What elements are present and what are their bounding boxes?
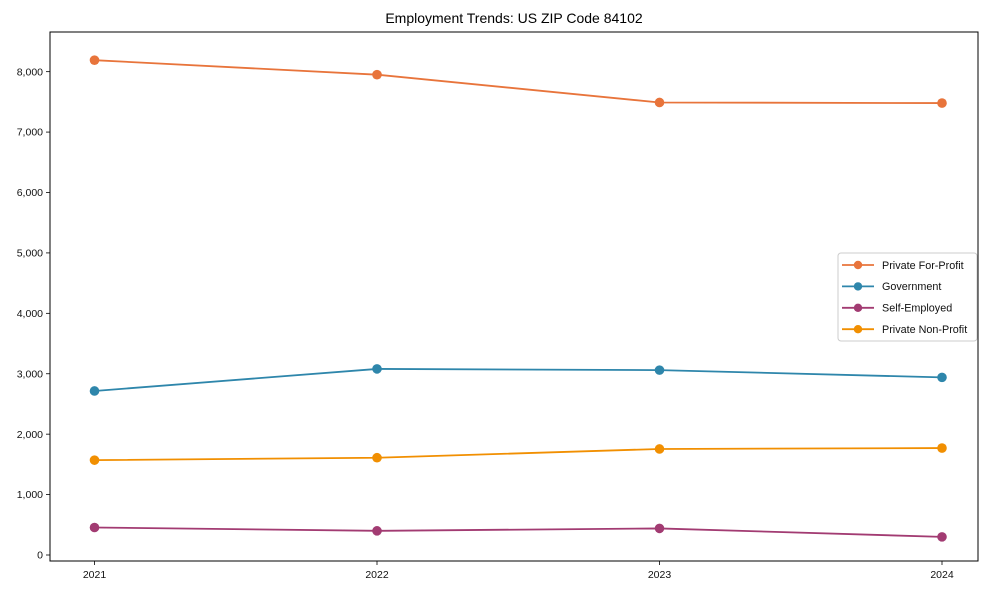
legend-item: Private Non-Profit xyxy=(842,324,967,336)
data-point xyxy=(654,365,665,375)
y-tick-label: 5,000 xyxy=(17,248,43,260)
x-tick-label: 2022 xyxy=(365,569,389,581)
legend: Private For-Profit Government Self-Employe… xyxy=(837,252,978,342)
plot-border xyxy=(49,31,979,562)
y-tick-label: 4,000 xyxy=(17,308,43,320)
legend-label: Government xyxy=(882,281,941,293)
y-tick-label: 6,000 xyxy=(17,187,43,199)
y-tick-label: 8,000 xyxy=(17,66,43,78)
legend-item: Private For-Profit xyxy=(842,260,964,272)
data-point xyxy=(654,97,665,108)
data-point xyxy=(372,452,382,463)
legend-marker xyxy=(853,260,863,270)
data-point xyxy=(372,364,382,374)
chart-title: Employment Trends: US ZIP Code 84102 xyxy=(385,10,643,26)
legend-item: Government xyxy=(842,281,941,293)
y-tick-label: 0 xyxy=(37,550,43,562)
data-point xyxy=(89,455,100,465)
x-tick-label: 2021 xyxy=(83,569,107,581)
data-point xyxy=(937,532,947,542)
legend-box xyxy=(837,252,978,342)
series-line-self-employed xyxy=(94,526,943,538)
legend-marker xyxy=(853,282,863,291)
series-line-private-non-profit xyxy=(94,447,943,462)
x-tick-label: 2024 xyxy=(930,569,954,581)
legend-marker xyxy=(853,303,863,312)
legend-label: Private For-Profit xyxy=(882,260,964,272)
data-point xyxy=(654,444,665,454)
y-tick-label: 3,000 xyxy=(17,368,43,380)
data-point xyxy=(937,98,947,108)
y-tick-label: 1,000 xyxy=(17,489,43,501)
data-point xyxy=(89,386,100,396)
y-tick-label: 7,000 xyxy=(17,127,43,139)
legend-label: Private Non-Profit xyxy=(882,324,967,336)
series-line-government xyxy=(94,368,943,392)
data-point xyxy=(372,526,382,536)
data-point xyxy=(372,69,382,80)
data-point xyxy=(937,372,947,383)
data-point xyxy=(937,443,947,453)
legend-label: Self-Employed xyxy=(882,303,952,315)
y-tick-label: 2,000 xyxy=(17,429,43,441)
legend-marker xyxy=(853,325,863,334)
data-point xyxy=(89,55,100,65)
legend-item: Self-Employed xyxy=(842,303,952,315)
data-point xyxy=(89,522,100,533)
data-point xyxy=(654,523,665,534)
series-line-private-for-profit xyxy=(94,59,943,104)
x-tick-label: 2023 xyxy=(648,569,672,581)
